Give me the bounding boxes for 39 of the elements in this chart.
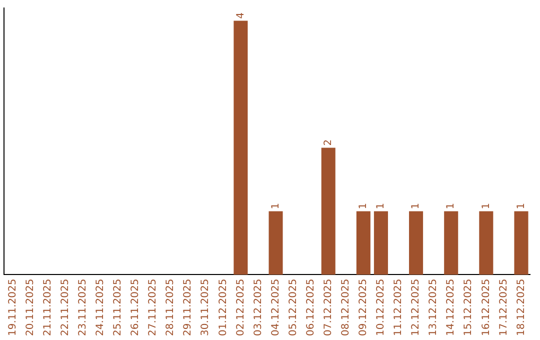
- data-label: 1: [480, 202, 492, 210]
- x-tick-label: 19.11.2025: [7, 278, 18, 336]
- x-tick-label: 16.12.2025: [480, 278, 492, 336]
- x-tick-label: 21.11.2025: [42, 278, 54, 336]
- x-tick-label: 04.12.2025: [270, 278, 282, 336]
- x-tick-label: 26.11.2025: [130, 278, 142, 336]
- x-tick-label: 29.11.2025: [182, 278, 194, 336]
- x-tick-label: 18.12.2025: [516, 278, 527, 336]
- x-tick-label: 17.12.2025: [498, 278, 510, 336]
- x-tick-label: 01.12.2025: [218, 278, 229, 336]
- x-tick-label: 30.11.2025: [200, 278, 212, 336]
- x-tick-label: 11.12.2025: [393, 278, 404, 336]
- data-label: 1: [410, 202, 422, 210]
- data-label: 1: [270, 202, 282, 210]
- data-label: 1: [446, 202, 457, 210]
- x-tick-label: 20.11.2025: [24, 278, 36, 336]
- x-tick-label: 14.12.2025: [446, 278, 457, 336]
- x-tick-label: 07.12.2025: [322, 278, 334, 336]
- x-tick-label: 06.12.2025: [305, 278, 316, 336]
- x-tick-label: 03.12.2025: [252, 278, 264, 336]
- data-label: 1: [516, 202, 527, 210]
- x-tick-label: 25.11.2025: [112, 278, 124, 336]
- x-tick-label: 24.11.2025: [95, 278, 106, 336]
- x-tick-label: 28.11.2025: [165, 278, 176, 336]
- x-tick-label: 08.12.2025: [340, 278, 352, 336]
- x-tick-label: 02.12.2025: [235, 278, 246, 336]
- x-tick-label: 15.12.2025: [463, 278, 474, 336]
- x-tick-label: 27.11.2025: [148, 278, 159, 336]
- data-label: 4: [235, 12, 246, 19]
- x-tick-label: 23.11.2025: [77, 278, 88, 336]
- x-tick-label: 12.12.2025: [410, 278, 422, 336]
- data-label: 1: [376, 202, 387, 210]
- data-label: 1: [358, 202, 370, 210]
- data-label: 2: [322, 139, 334, 146]
- x-tick-label: 10.12.2025: [376, 278, 387, 336]
- x-tick-label: 22.11.2025: [60, 278, 71, 336]
- x-tick-label: 05.12.2025: [288, 278, 299, 336]
- x-tick-label: 09.12.2025: [358, 278, 370, 336]
- x-tick-label: 13.12.2025: [428, 278, 440, 336]
